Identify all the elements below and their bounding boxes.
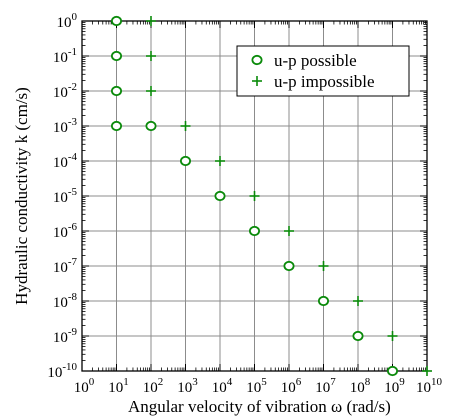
- y-tick-label: 10-2: [53, 81, 77, 101]
- x-tick-label: 107: [315, 376, 336, 396]
- legend-marker: [252, 76, 262, 86]
- possible-point: [248, 225, 260, 237]
- legend: u-p possible u-p impossible: [236, 45, 410, 97]
- impossible-point: [249, 191, 260, 201]
- possible-point: [179, 155, 191, 167]
- possible-point: [111, 15, 123, 27]
- y-tick-label: 10-8: [53, 291, 78, 311]
- x-axis-label: Angular velocity of vibration ω (rad/s): [128, 397, 391, 416]
- impossible-point: [146, 51, 156, 61]
- impossible-point: [180, 121, 191, 131]
- y-tick-label: 10-5: [53, 186, 78, 206]
- possible-point: [111, 50, 123, 62]
- impossible-point: [318, 261, 329, 271]
- x-tick-label: 100: [74, 376, 95, 396]
- x-tick-label: 109: [384, 376, 405, 396]
- legend-box: [236, 45, 410, 97]
- x-tick-label: 101: [108, 376, 129, 396]
- legend-label: u-p impossible: [274, 72, 375, 91]
- y-tick-label: 10-4: [53, 151, 78, 171]
- possible-point: [214, 190, 226, 202]
- y-tick-label: 10-7: [53, 256, 78, 276]
- impossible-point: [146, 16, 156, 26]
- possible-point: [317, 295, 329, 307]
- y-tick-label: 10-1: [53, 46, 77, 66]
- possible-point: [283, 260, 295, 272]
- possible-point: [352, 330, 364, 342]
- impossible-point: [146, 86, 156, 96]
- possible-point: [111, 85, 123, 97]
- impossible-point: [422, 366, 432, 376]
- possible-point: [111, 120, 123, 132]
- x-tick-label: 103: [177, 376, 198, 396]
- x-tick-labels: 100 101 102 103 104 105 106 107 108 109 1010: [74, 376, 443, 396]
- y-tick-labels: 100 10-1 10-2 10-3 10-4 10-5 10-6 10-7 10-8 10-9 1…: [47, 11, 77, 381]
- x-tick-label: 102: [143, 376, 164, 396]
- impossible-point: [215, 156, 225, 166]
- legend-label: u-p possible: [274, 51, 357, 70]
- y-tick-label: 10-3: [53, 116, 78, 136]
- impossible-point: [284, 226, 294, 236]
- legend-marker: [251, 54, 263, 66]
- y-tick-label: 10-6: [53, 221, 78, 241]
- x-tick-label: 1010: [416, 376, 443, 396]
- y-tick-label: 10-10: [47, 361, 77, 381]
- x-tick-label: 108: [350, 376, 371, 396]
- x-tick-label: 105: [246, 376, 267, 396]
- possible-point: [145, 120, 157, 132]
- y-tick-label: 100: [57, 11, 78, 31]
- x-tick-label: 104: [212, 376, 233, 396]
- x-tick-label: 106: [281, 376, 302, 396]
- y-tick-label: 10-9: [53, 326, 78, 346]
- impossible-point: [353, 296, 363, 306]
- possible-point: [386, 365, 398, 377]
- data-markers: [111, 15, 432, 377]
- y-axis-label: Hydraulic conductivity k (cm/s): [11, 87, 31, 305]
- impossible-point: [387, 331, 398, 341]
